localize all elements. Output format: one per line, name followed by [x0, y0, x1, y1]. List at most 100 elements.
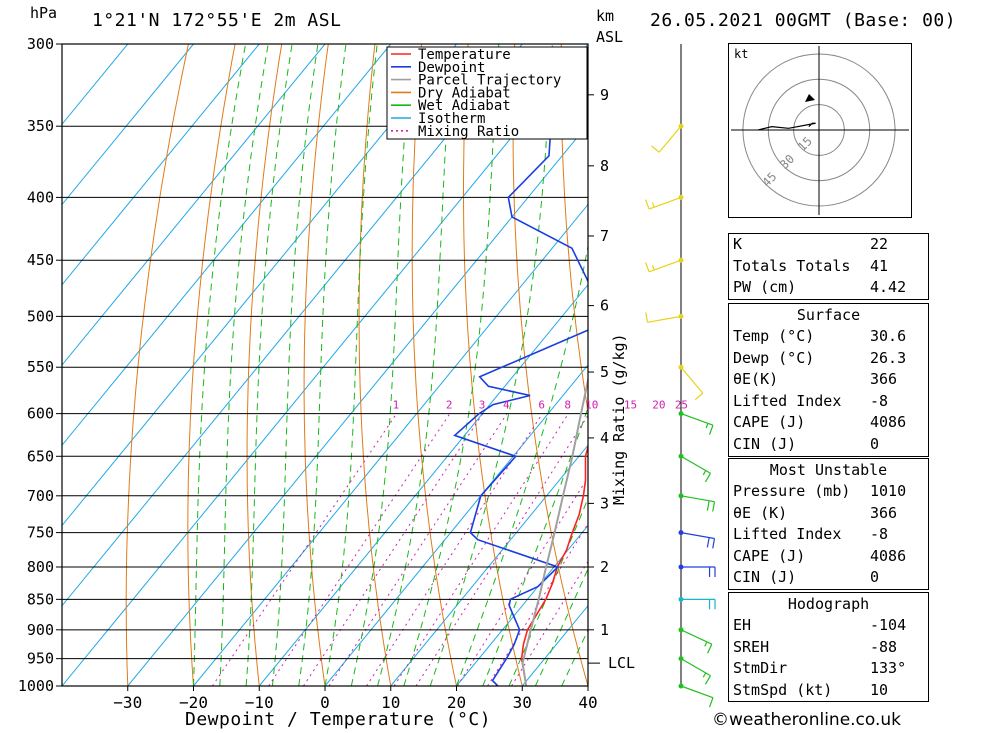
- pressure-tick-label: 500: [27, 307, 54, 325]
- wind-barb-flag: [704, 675, 711, 685]
- hodograph-title: Hodograph: [787, 595, 870, 613]
- height-tick-label: 6: [600, 297, 609, 315]
- surface-row: CIN (J) 0: [729, 434, 928, 456]
- mixing-ratio-line: [302, 413, 484, 686]
- wet-adiabat-line: [245, 44, 293, 686]
- height-tick-label: 1: [600, 621, 609, 639]
- wet-adiabat-line: [403, 44, 500, 686]
- isotherm-line: [62, 44, 523, 607]
- wind-barb: [678, 683, 714, 708]
- wind-barb-flag: [707, 643, 713, 654]
- wind-barb-flag: [651, 145, 660, 153]
- legend-label: Wet Adiabat: [418, 98, 511, 114]
- hodo-label: StmDir: [733, 659, 788, 678]
- wind-barb-flag: [708, 697, 714, 708]
- wet-adiabat-line: [193, 44, 247, 686]
- indices-table: K 22 Totals Totals 41 PW (cm) 4.42: [728, 233, 929, 300]
- parcel-trajectory-series-line: [521, 375, 588, 686]
- wind-barb-flag: [645, 199, 650, 210]
- isotherm-line: [258, 283, 588, 686]
- wind-barb-flag: [694, 392, 704, 401]
- wind-barb-staff: [680, 532, 715, 540]
- dry-adiabat-line: [411, 44, 457, 686]
- wind-barb-staff: [658, 125, 682, 153]
- wind-barb-flag: [706, 537, 710, 548]
- index-row-k: K 22: [729, 234, 928, 256]
- wind-barb-staff: [680, 629, 713, 645]
- pressure-tick-label: 700: [27, 487, 54, 505]
- legend-label: Mixing Ratio: [418, 124, 519, 140]
- surface-table: Surface Temp (°C) 30.6 Dewp (°C) 26.3 θE(K…: [728, 303, 929, 457]
- pressure-tick-label: 1000: [18, 677, 54, 695]
- wind-barb-staff: [648, 196, 682, 210]
- pressure-tick-label: 300: [27, 35, 54, 53]
- mu-row: CIN (J) 0: [729, 567, 928, 589]
- hodo-value: 10: [870, 680, 889, 699]
- copyright-link[interactable]: ©weatheronline.co.uk: [712, 710, 902, 730]
- pressure-tick-label: 600: [27, 405, 54, 423]
- pressure-tick-label: 650: [27, 447, 54, 465]
- wind-barb-flag: [708, 425, 714, 435]
- height-tick-label: 3: [600, 494, 609, 512]
- dry-adiabat-line: [560, 44, 588, 415]
- mixing-ratio-label: 4: [503, 399, 510, 412]
- index-value: 41: [870, 256, 889, 275]
- height-unit-asl: ASL: [596, 28, 624, 46]
- wind-barb-flag: [645, 312, 649, 323]
- wet-adiabat-line: [534, 567, 588, 686]
- wind-barb-staff: [680, 658, 711, 677]
- pressure-tick-label: 950: [27, 650, 54, 668]
- legend-label: Isotherm: [418, 111, 485, 127]
- surface-label: θE(K): [733, 370, 779, 389]
- hodo-value: 133°: [870, 659, 907, 678]
- isotherm-line: [193, 203, 588, 686]
- sounding-datetime: 26.05.2021 00GMT (Base: 00): [650, 10, 957, 31]
- pressure-tick-label: 850: [27, 590, 54, 608]
- legend-box: [386, 46, 588, 140]
- hodo-label: StmSpd (kt): [733, 680, 833, 699]
- wind-barb-flag: [704, 472, 711, 483]
- mu-label: Pressure (mb): [733, 482, 851, 500]
- index-label: Totals Totals: [733, 256, 851, 275]
- mu-label: CIN (J): [733, 568, 797, 587]
- surface-row: Temp (°C) 30.6: [729, 326, 928, 348]
- surface-label: Lifted Index: [733, 391, 842, 410]
- surface-label: Temp (°C): [733, 327, 815, 345]
- surface-value: 4086: [870, 413, 907, 432]
- wind-barb-half-flag: [702, 672, 707, 678]
- dewpoint-series-line: [453, 49, 588, 686]
- isotherm-line: [62, 44, 129, 126]
- mu-value: 4086: [870, 546, 907, 565]
- most-unstable-title: Most Unstable: [769, 461, 888, 479]
- wind-barb: [678, 596, 716, 610]
- wet-adiabat-line: [271, 44, 319, 686]
- height-unit-km: km: [596, 7, 615, 25]
- mixing-ratio-label: 1: [393, 399, 400, 412]
- dry-adiabat-line: [934, 44, 1000, 686]
- wind-barb: [678, 364, 704, 401]
- mu-value: 366: [870, 503, 898, 522]
- mixing-ratio-line: [268, 413, 451, 686]
- surface-value: 366: [870, 370, 898, 389]
- surface-value: 26.3: [870, 348, 907, 367]
- height-tick-label: 9: [600, 86, 609, 104]
- dry-adiabat-line: [246, 44, 283, 686]
- isotherm-line: [62, 44, 260, 286]
- surface-row: θE(K) 366: [729, 369, 928, 391]
- wind-barb-staff: [680, 685, 714, 699]
- wind-barb: [678, 453, 711, 483]
- index-value: 22: [870, 235, 889, 253]
- x-axis-title: Dewpoint / Temperature (°C): [185, 709, 492, 730]
- temperature-series-line: [520, 443, 588, 686]
- isotherm-line: [324, 364, 588, 686]
- mixing-ratio-label: 15: [624, 399, 637, 412]
- wind-barb-half-flag: [651, 265, 655, 271]
- pressure-unit-label: hPa: [30, 4, 58, 22]
- index-label: PW (cm): [733, 278, 797, 297]
- isotherm-line: [62, 44, 194, 206]
- mu-value: -8: [870, 525, 889, 544]
- wind-barb: [678, 411, 714, 435]
- index-value: 4.42: [870, 278, 907, 297]
- temperature-tick-label: 30: [513, 693, 532, 712]
